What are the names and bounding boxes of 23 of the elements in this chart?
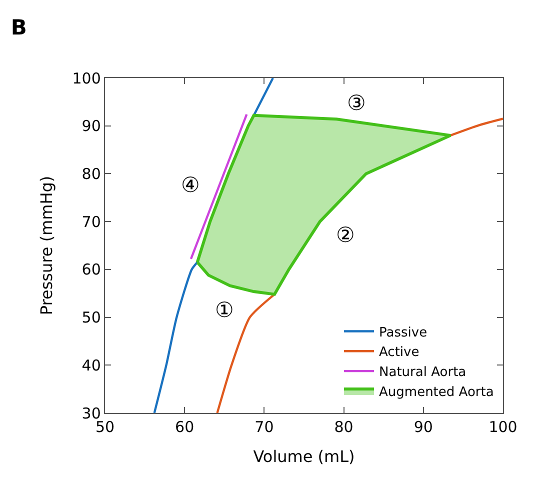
x-tick-label: 80 [334, 418, 354, 436]
x-tick-label: 60 [175, 418, 194, 436]
y-tick-label: 70 [82, 212, 101, 231]
legend-label: Augmented Aorta [379, 385, 494, 400]
annotation: ③ [347, 91, 366, 115]
y-tick-label: 60 [82, 260, 101, 279]
annotation: ① [215, 298, 234, 322]
x-tick-label: 100 [488, 418, 518, 436]
legend-label: Natural Aorta [379, 365, 466, 380]
annotation: ④ [181, 173, 200, 197]
x-axis-title: Volume (mL) [253, 446, 355, 466]
x-tick-label: 90 [414, 418, 433, 436]
y-tick-label: 100 [72, 69, 101, 88]
y-tick-label: 40 [82, 356, 101, 374]
annotation: ② [336, 223, 355, 247]
y-tick-label: 80 [82, 164, 101, 183]
y-tick-label: 90 [82, 117, 101, 136]
legend-label: Passive [379, 325, 428, 340]
legend-label: Active [379, 345, 420, 360]
x-tick-label: 70 [254, 418, 274, 436]
y-axis-title: Pressure (mmHg) [37, 176, 56, 316]
y-tick-label: 50 [82, 308, 101, 327]
chart-title: B [10, 16, 27, 40]
